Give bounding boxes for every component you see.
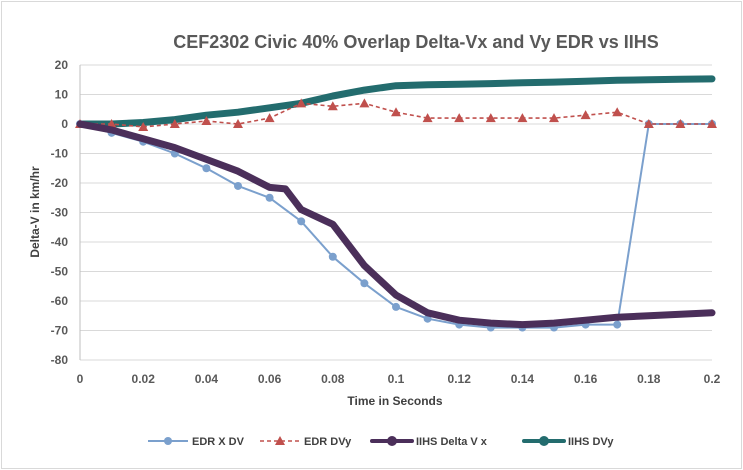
y-axis-ticks: 20 10 0 -10 -20 -30 -40 -50 -60 -70 -80 — [51, 58, 69, 367]
data-point — [485, 113, 496, 123]
legend-item: EDR DVy — [260, 436, 352, 448]
data-point — [265, 193, 274, 202]
x-tick-label: 0 — [77, 372, 84, 386]
x-tick-label: 0.18 — [637, 372, 661, 386]
data-point — [580, 110, 591, 120]
data-point — [327, 101, 338, 111]
data-point — [296, 98, 307, 108]
series-edr-x-dv — [76, 120, 716, 332]
y-tick-label: -30 — [51, 206, 69, 220]
data-point — [549, 113, 559, 123]
data-point — [201, 116, 212, 126]
x-tick-label: 0.16 — [574, 372, 598, 386]
x-tick-label: 0.14 — [511, 372, 535, 386]
y-tick-label: 10 — [55, 88, 69, 102]
y-tick-label: -70 — [51, 324, 69, 338]
data-point — [392, 302, 400, 311]
series-line — [80, 102, 712, 128]
legend-marker — [164, 437, 172, 445]
data-point — [675, 119, 686, 128]
data-point — [233, 119, 243, 128]
y-axis-label: Delta-V in km/hr — [28, 166, 42, 258]
x-tick-label: 0.06 — [258, 372, 282, 386]
x-tick-label: 0.04 — [195, 372, 219, 386]
x-tick-label: 0.02 — [132, 372, 156, 386]
x-tick-label: 0.1 — [388, 372, 405, 386]
y-tick-label: -10 — [51, 147, 69, 161]
data-point — [264, 113, 275, 123]
series-iihs-delta-v-x — [76, 120, 716, 329]
legend-label: IIHS DVy — [568, 436, 614, 448]
x-tick-label: 0.2 — [704, 372, 721, 386]
data-point — [106, 119, 117, 128]
legend-label: IIHS Delta V x — [416, 436, 488, 448]
x-axis-label: Time in Seconds — [347, 394, 442, 408]
data-point — [138, 121, 149, 131]
data-point — [643, 119, 654, 128]
data-point — [297, 217, 306, 226]
x-tick-label: 0.12 — [448, 372, 472, 386]
x-axis-ticks: 0 0.02 0.04 0.06 0.08 0.1 0.12 0.14 0.16 0.18 0.2 — [77, 372, 721, 386]
legend-item: IIHS Delta V x — [370, 436, 488, 448]
data-point — [422, 113, 433, 123]
data-point — [612, 107, 623, 117]
y-tick-label: -50 — [51, 265, 69, 279]
legend-label: EDR X DV — [192, 436, 245, 448]
legend-item: IIHS DVy — [522, 436, 614, 448]
series-line — [76, 75, 716, 128]
data-point — [360, 279, 369, 288]
legend-label: EDR DVy — [304, 436, 352, 448]
data-point — [517, 113, 528, 123]
legend: EDR X DV EDR DVy IIHS Delta V x IIHS DVy — [148, 436, 614, 448]
data-point — [454, 113, 465, 123]
data-point — [359, 98, 370, 108]
y-tick-label: 0 — [61, 117, 68, 131]
legend-marker — [275, 436, 285, 445]
data-point — [391, 107, 401, 117]
data-point — [169, 119, 180, 128]
series-edr-dvy — [75, 98, 717, 131]
data-point — [613, 320, 622, 329]
y-tick-label: -60 — [51, 294, 69, 308]
y-tick-label: -40 — [51, 235, 69, 249]
x-tick-label: 0.08 — [321, 372, 345, 386]
legend-marker — [387, 436, 397, 446]
series-group — [75, 75, 717, 332]
series-line — [76, 120, 716, 329]
legend-item: EDR X DV — [148, 436, 245, 448]
series-iihs-dvy — [76, 75, 716, 128]
data-point — [707, 119, 717, 128]
y-tick-label: -80 — [51, 353, 69, 367]
y-tick-label: 20 — [55, 58, 69, 72]
gridlines — [79, 64, 712, 361]
legend-marker — [539, 436, 549, 446]
y-tick-label: -20 — [51, 176, 69, 190]
data-point — [328, 252, 337, 261]
data-point — [234, 181, 242, 190]
data-point — [202, 164, 211, 173]
chart-title: CEF2302 Civic 40% Overlap Delta-Vx and V… — [173, 32, 659, 52]
